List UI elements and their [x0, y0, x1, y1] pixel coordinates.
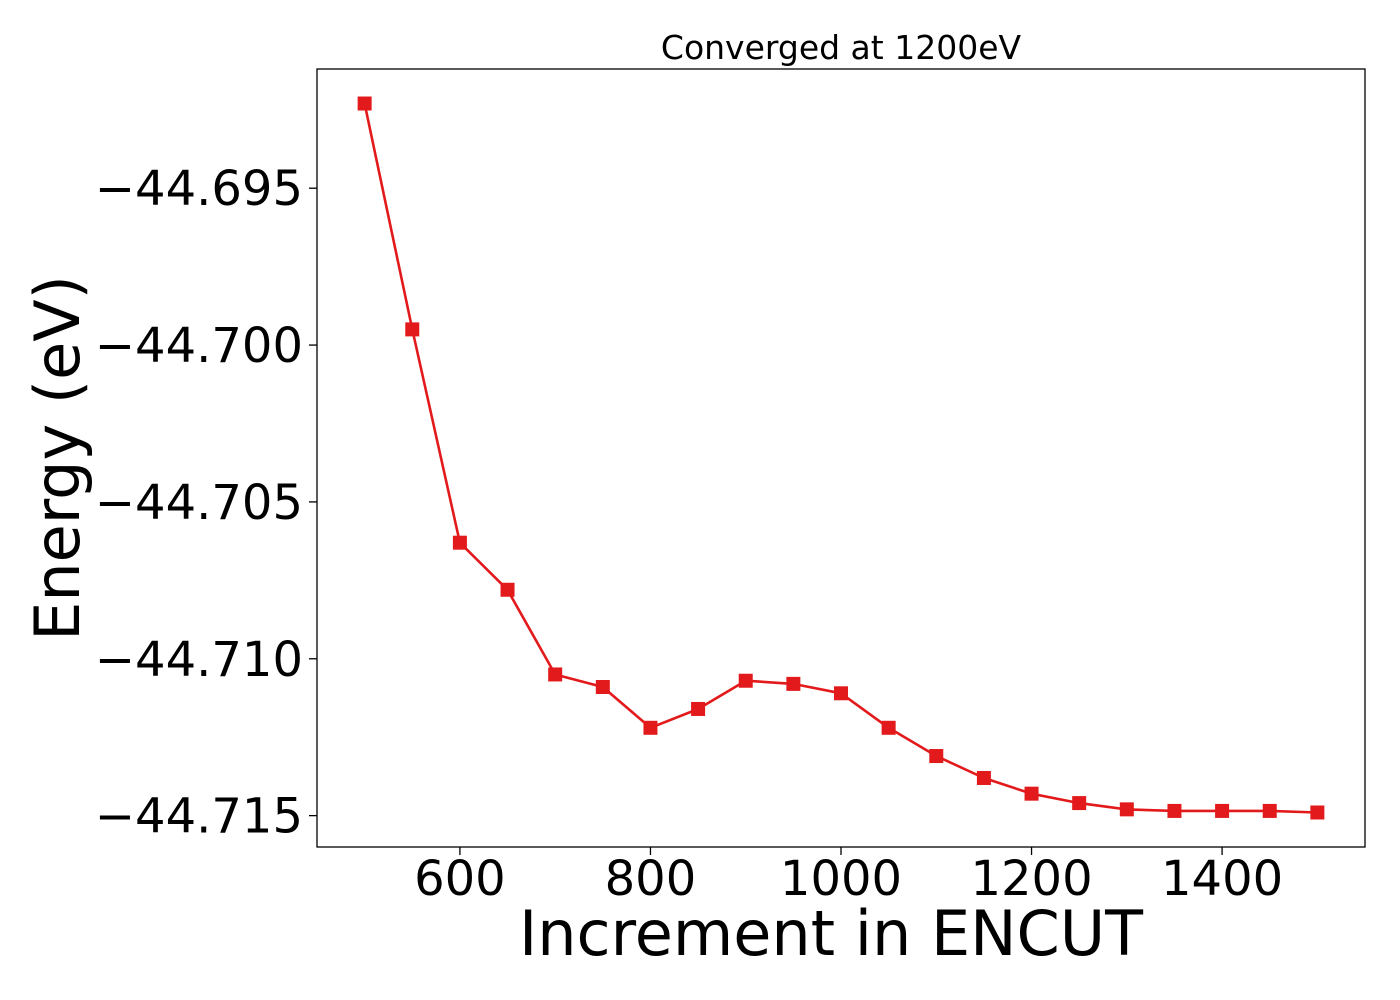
data-point	[500, 582, 515, 597]
y-axis-label: Energy (eV)	[21, 275, 94, 641]
data-point	[452, 535, 467, 550]
y-tick-label: −44.705	[95, 475, 303, 531]
data-point	[786, 676, 801, 691]
data-point	[595, 680, 610, 695]
x-tick-label: 600	[414, 851, 506, 907]
data-point	[1072, 796, 1087, 811]
data-point	[976, 770, 991, 785]
data-point	[357, 96, 372, 111]
data-point	[405, 322, 420, 337]
data-point	[1167, 803, 1182, 818]
chart-title: Converged at 1200eV	[661, 28, 1022, 67]
y-tick-label: −44.715	[95, 789, 303, 845]
data-point	[881, 720, 896, 735]
data-point	[691, 701, 706, 716]
y-axis: −44.695 −44.700 −44.705 −44.710 −44.715	[95, 161, 317, 845]
x-tick-label: 1200	[970, 851, 1092, 907]
data-point	[834, 686, 848, 701]
data-point	[929, 749, 944, 764]
data-point	[1119, 802, 1134, 817]
series-layer	[357, 96, 1325, 820]
data-point	[548, 667, 563, 682]
data-point	[738, 673, 753, 688]
x-tick-label: 1000	[780, 851, 902, 907]
plot-area	[316, 68, 1366, 848]
data-point	[1262, 803, 1277, 818]
data-point	[643, 720, 658, 735]
y-tick-label: −44.710	[95, 632, 303, 688]
data-point	[1215, 803, 1230, 818]
data-point	[1024, 786, 1039, 801]
y-tick-label: −44.695	[95, 161, 303, 217]
data-point	[1310, 805, 1325, 820]
x-tick-label: 800	[605, 851, 697, 907]
y-tick-label: −44.700	[95, 318, 303, 374]
x-tick-label: 1400	[1161, 851, 1283, 907]
x-axis-label: Increment in ENCUT	[519, 897, 1144, 970]
x-axis: 600 800 1000 1200 1400	[414, 847, 1283, 907]
